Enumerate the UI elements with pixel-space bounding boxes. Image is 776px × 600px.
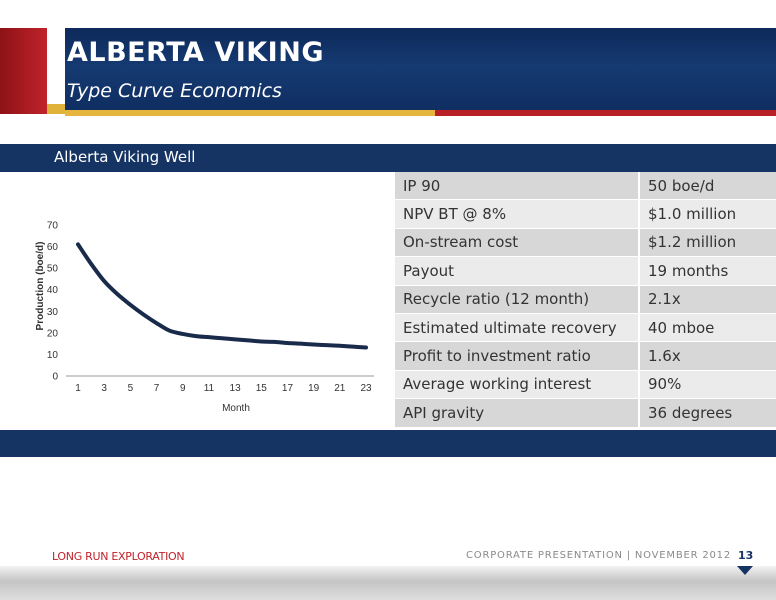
header-red-rule — [435, 110, 776, 116]
section-footer-bar — [0, 430, 776, 457]
x-tick-label: 17 — [282, 383, 294, 394]
y-tick-label: 60 — [47, 242, 59, 253]
metric-label: Payout — [395, 256, 639, 286]
table-row: On-stream cost $1.2 million — [395, 228, 776, 258]
metric-value: 19 months — [638, 256, 776, 286]
chart-x-ticks: 1 3 5 7 9 11 13 15 17 19 21 23 — [75, 383, 372, 394]
table-row: NPV BT @ 8% $1.0 million — [395, 199, 776, 229]
metric-value: 2.1x — [638, 285, 776, 314]
metric-value: $1.2 million — [638, 228, 776, 258]
metric-value: 50 boe/d — [638, 172, 776, 201]
metric-label: Recycle ratio (12 month) — [395, 285, 639, 314]
metric-label: Profit to investment ratio — [395, 341, 639, 371]
page-arrow-icon — [737, 566, 753, 575]
y-tick-label: 10 — [47, 350, 59, 361]
x-tick-label: 15 — [256, 383, 268, 394]
x-tick-label: 3 — [101, 383, 107, 394]
production-line — [76, 242, 368, 350]
x-tick-label: 13 — [230, 383, 242, 394]
chart-y-ticks: 0 10 20 30 40 50 60 70 — [47, 221, 59, 383]
x-tick-label: 9 — [180, 383, 186, 394]
table-row: Estimated ultimate recovery 40 mboe — [395, 313, 776, 343]
table-row: Profit to investment ratio 1.6x — [395, 341, 776, 371]
metric-label: API gravity — [395, 398, 639, 428]
y-tick-label: 50 — [47, 264, 59, 275]
y-tick-label: 0 — [52, 372, 58, 383]
metric-value: 40 mboe — [638, 313, 776, 343]
page-number: 13 — [738, 549, 754, 562]
metric-value: $1.0 million — [638, 199, 776, 229]
x-tick-label: 5 — [128, 383, 134, 394]
header-notch — [47, 28, 65, 114]
slide-title: ALBERTA VIKING — [67, 37, 324, 68]
section-header-bar — [0, 144, 776, 172]
metric-label: On-stream cost — [395, 228, 639, 258]
table-row: IP 90 50 boe/d — [395, 172, 776, 201]
economics-table: IP 90 50 boe/d NPV BT @ 8% $1.0 million On-s… — [395, 172, 776, 428]
metric-value: 36 degrees — [638, 398, 776, 428]
metric-label: Estimated ultimate recovery — [395, 313, 639, 343]
x-tick-label: 19 — [308, 383, 320, 394]
x-tick-label: 23 — [360, 383, 372, 394]
chart-y-axis-label: Production (boe/d) — [35, 242, 46, 331]
table-row: Payout 19 months — [395, 256, 776, 286]
bottom-band — [0, 566, 776, 600]
x-tick-label: 1 — [75, 383, 81, 394]
x-tick-label: 7 — [154, 383, 160, 394]
header-banner — [0, 28, 776, 114]
metric-label: NPV BT @ 8% — [395, 199, 639, 229]
table-row: Recycle ratio (12 month) 2.1x — [395, 285, 776, 314]
slide-subtitle: Type Curve Economics — [67, 80, 282, 102]
metric-label: IP 90 — [395, 172, 639, 201]
metric-label: Average working interest — [395, 370, 639, 400]
table-row: Average working interest 90% — [395, 370, 776, 400]
brand-name: LONG RUN EXPLORATION — [52, 550, 185, 563]
metric-value: 90% — [638, 370, 776, 400]
y-tick-label: 20 — [47, 328, 59, 339]
y-tick-label: 40 — [47, 285, 59, 296]
section-title: Alberta Viking Well — [54, 148, 196, 166]
y-tick-label: 70 — [47, 221, 59, 232]
x-tick-label: 21 — [334, 383, 346, 394]
presentation-info: CORPORATE PRESENTATION | NOVEMBER 2012 — [466, 550, 732, 561]
table-row: API gravity 36 degrees — [395, 398, 776, 428]
x-tick-label: 11 — [204, 383, 215, 394]
y-tick-label: 30 — [47, 307, 59, 318]
metric-value: 1.6x — [638, 341, 776, 371]
chart-x-axis-label: Month — [222, 403, 250, 414]
header-red-stripe — [0, 28, 47, 114]
header-gold-rule — [65, 110, 435, 116]
